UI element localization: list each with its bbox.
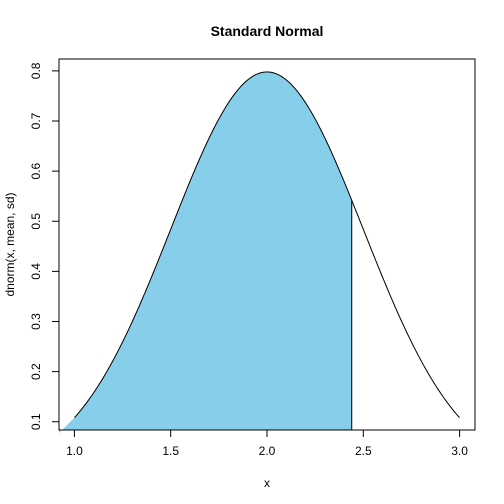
y-tick-label: 0.5 [29, 213, 43, 230]
y-tick-label: 0.2 [29, 363, 43, 380]
x-tick-label: 1.0 [66, 444, 83, 458]
y-tick-label: 0.3 [29, 313, 43, 330]
x-tick-label: 1.5 [162, 444, 179, 458]
x-axis: 1.0 1.5 2.0 2.5 3.0 [66, 430, 468, 458]
x-tick-label: 2.5 [355, 444, 372, 458]
plot-area [59, 72, 460, 433]
y-tick-label: 0.7 [29, 112, 43, 129]
y-tick-label: 0.1 [29, 413, 43, 430]
x-axis-label: x [264, 476, 270, 490]
y-tick-label: 0.8 [29, 62, 43, 79]
y-axis-label: dnorm(x, mean, sd) [3, 192, 17, 296]
y-tick-label: 0.6 [29, 162, 43, 179]
x-tick-label: 2.0 [259, 444, 276, 458]
chart-title: Standard Normal [211, 23, 324, 39]
y-axis: 0.1 0.2 0.3 0.4 0.5 0.6 0.7 0.8 [29, 62, 59, 430]
y-tick-label: 0.4 [29, 263, 43, 280]
x-tick-label: 3.0 [451, 444, 468, 458]
